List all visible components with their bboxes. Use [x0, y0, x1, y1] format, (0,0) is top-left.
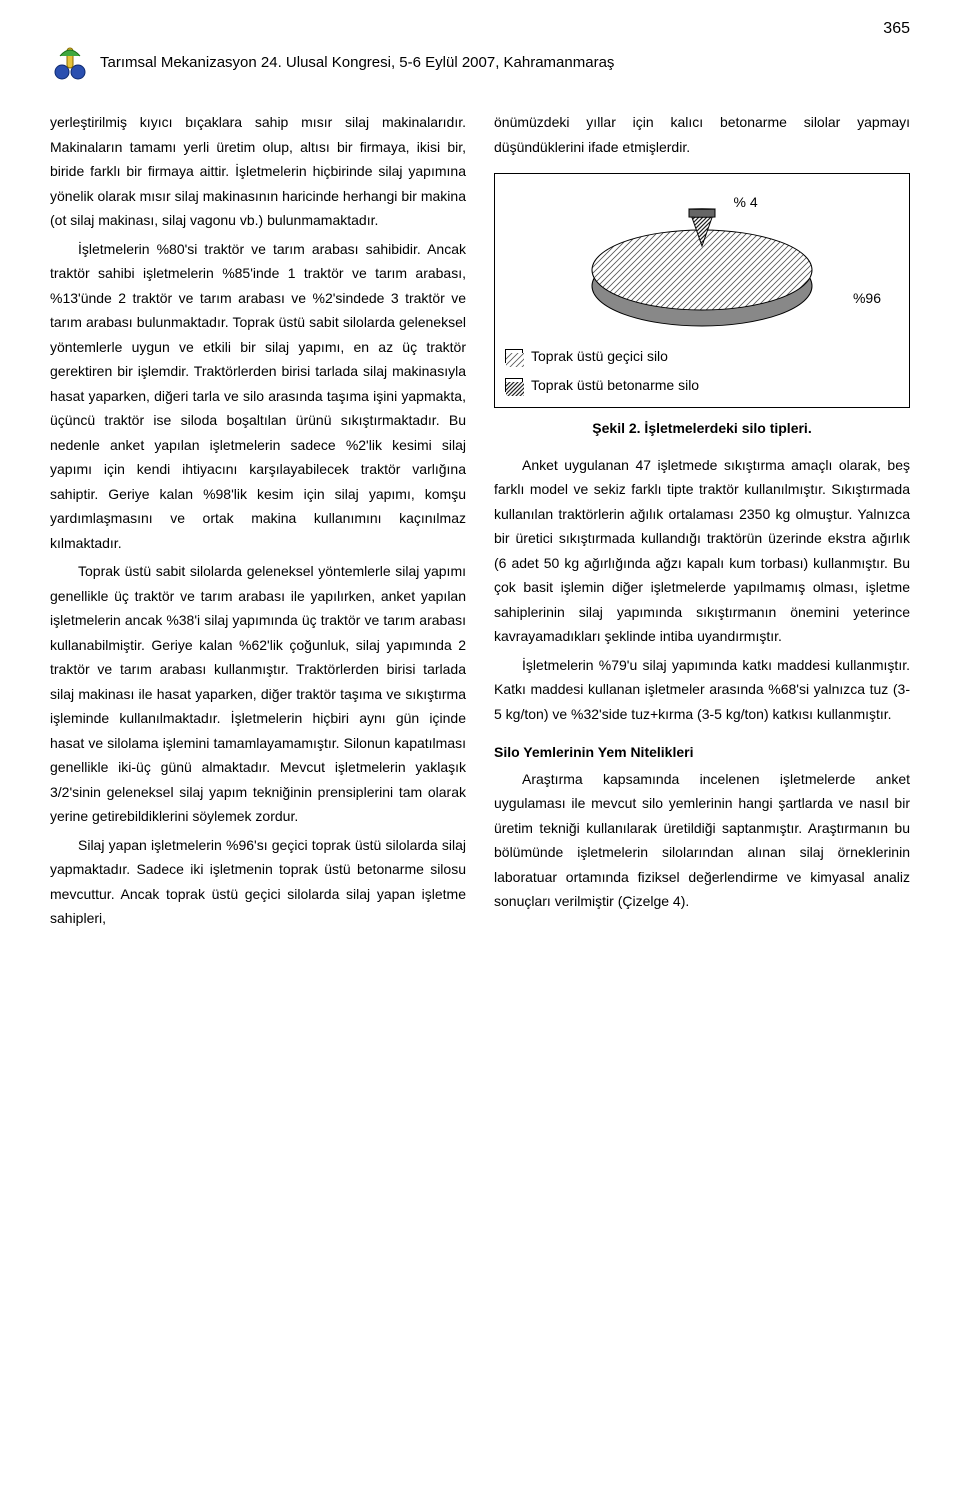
left-column: yerleştirilmiş kıyıcı bıçaklara sahip mı… — [50, 110, 466, 935]
legend-label: Toprak üstü betonarme silo — [531, 373, 699, 398]
legend-label: Toprak üstü geçici silo — [531, 344, 668, 369]
legend-item: Toprak üstü geçici silo — [505, 344, 899, 369]
body-paragraph: Toprak üstü sabit silolarda geleneksel y… — [50, 559, 466, 829]
right-column: önümüzdeki yıllar için kalıcı betonarme … — [494, 110, 910, 935]
figure-2: % 4 — [494, 173, 910, 441]
slice-label-small: % 4 — [734, 190, 758, 215]
figure-caption: Şekil 2. İşletmelerdeki silo tipleri. — [494, 416, 910, 441]
page-number: 365 — [50, 20, 910, 38]
body-paragraph: Anket uygulanan 47 işletmede sıkıştırma … — [494, 453, 910, 649]
pie-chart-box: % 4 — [494, 173, 910, 408]
body-paragraph: önümüzdeki yıllar için kalıcı betonarme … — [494, 110, 910, 159]
chart-legend: Toprak üstü geçici silo Toprak üstü beto… — [505, 344, 899, 397]
legend-swatch-icon — [505, 378, 523, 392]
body-paragraph: İşletmelerin %80'si traktör ve tarım ara… — [50, 237, 466, 556]
header-title: Tarımsal Mekanizasyon 24. Ulusal Kongres… — [100, 54, 614, 71]
congress-logo-icon — [50, 42, 90, 82]
body-paragraph: yerleştirilmiş kıyıcı bıçaklara sahip mı… — [50, 110, 466, 233]
page-header: Tarımsal Mekanizasyon 24. Ulusal Kongres… — [50, 42, 910, 82]
body-paragraph: Araştırma kapsamında incelenen işletmele… — [494, 767, 910, 914]
pie-chart-area: % 4 — [505, 188, 899, 338]
slice-label-big: %96 — [853, 286, 881, 311]
body-paragraph: Silaj yapan işletmelerin %96'sı geçici t… — [50, 833, 466, 931]
pie-chart-svg — [552, 188, 852, 338]
legend-item: Toprak üstü betonarme silo — [505, 373, 899, 398]
two-column-layout: yerleştirilmiş kıyıcı bıçaklara sahip mı… — [50, 110, 910, 935]
body-paragraph: İşletmelerin %79'u silaj yapımında katkı… — [494, 653, 910, 727]
legend-swatch-icon — [505, 349, 523, 363]
section-heading: Silo Yemlerinin Yem Nitelikleri — [494, 740, 910, 765]
